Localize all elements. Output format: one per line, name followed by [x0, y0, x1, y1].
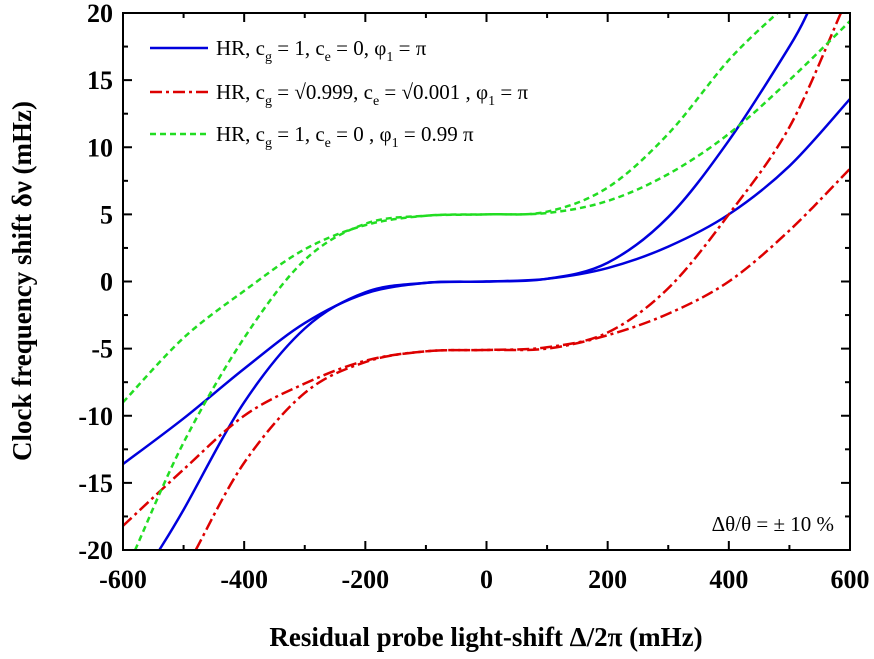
x-tick-label: -600 [99, 565, 147, 594]
y-tick-label: 5 [100, 200, 113, 229]
y-tick-label: -15 [78, 469, 113, 498]
y-tick-label: 20 [87, 0, 113, 28]
series-3-curve-2 [133, 13, 779, 550]
x-tick-label: 0 [480, 565, 493, 594]
ticks-layer: -600 -400 -200 0 200 400 600 -20 -15 -10 -5 0 5 10 15 2… [78, 0, 869, 594]
y-tick-label: 0 [100, 268, 113, 297]
legend: HR, cg = 1, ce = 0, φ1 = π HR, cg = √0.9… [150, 36, 529, 151]
x-tick-label: 200 [588, 565, 627, 594]
x-axis-title: Residual probe light-shift Δ/2π (mHz) [269, 622, 702, 652]
series-2-curve-1 [123, 167, 850, 527]
y-tick-label: 15 [87, 66, 113, 95]
x-tick-label: -200 [341, 565, 389, 594]
y-axis-title: Clock frequency shift δν (mHz) [7, 101, 37, 461]
legend-label-3: HR, cg = 1, ce = 0 , φ1 = 0.99 π [216, 122, 474, 151]
y-tick-label: -5 [91, 335, 113, 364]
y-tick-label: 10 [87, 133, 113, 162]
x-tick-label: -400 [220, 565, 268, 594]
y-tick-label: -20 [78, 536, 113, 565]
curves-layer [123, 13, 850, 550]
x-tick-label: 600 [831, 565, 870, 594]
annotation-delta-theta: Δθ/θ = ± 10 % [712, 512, 834, 536]
legend-label-2: HR, cg = √0.999, ce = √0.001 , φ1 = π [216, 80, 529, 109]
y-tick-label: -10 [78, 402, 113, 431]
series-2-curve-2 [194, 13, 843, 550]
series-3-curve-1 [123, 20, 850, 404]
x-tick-label: 400 [709, 565, 748, 594]
series-1-curve-2 [158, 13, 809, 550]
legend-label-1: HR, cg = 1, ce = 0, φ1 = π [216, 36, 427, 65]
